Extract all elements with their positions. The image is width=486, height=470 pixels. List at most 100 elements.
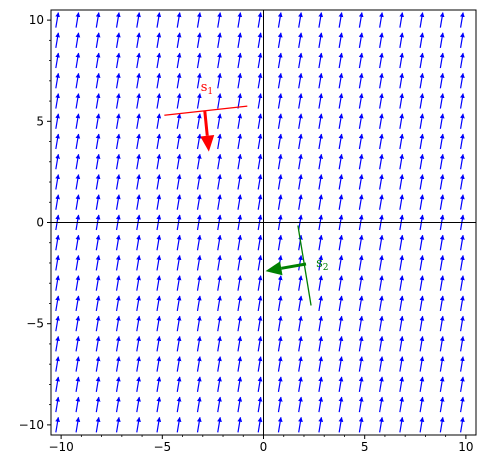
field-arrow [299, 336, 302, 351]
field-arrow [278, 94, 281, 109]
field-arrow [238, 357, 240, 372]
field-arrow [238, 53, 240, 68]
field-arrow [299, 316, 302, 331]
x-tick-label: 0 [260, 440, 268, 454]
field-arrow [56, 235, 59, 250]
field-arrow [76, 94, 79, 109]
field-arrow [380, 134, 383, 149]
field-arrow [440, 195, 442, 210]
field-arrow [177, 33, 180, 48]
field-arrow [177, 94, 180, 109]
annotated-vectors: s1 s2 [164, 80, 328, 306]
field-arrow [76, 296, 79, 311]
field-arrow [96, 53, 99, 68]
field-arrow [440, 336, 442, 351]
field-arrow [238, 336, 240, 351]
field-arrow [137, 235, 139, 250]
field-arrow [218, 235, 220, 250]
field-arrow [380, 94, 383, 109]
field-arrow [380, 316, 383, 331]
field-arrow [461, 357, 463, 372]
field-arrow [238, 296, 240, 311]
field-arrow [359, 336, 361, 351]
field-arrow [278, 357, 281, 372]
field-arrow [218, 94, 220, 109]
field-arrow [137, 134, 139, 149]
field-arrow [420, 336, 422, 351]
field-arrow [238, 13, 240, 28]
field-arrow [440, 94, 442, 109]
field-arrow [278, 13, 281, 28]
field-arrow [420, 13, 422, 28]
field-arrow [218, 114, 220, 129]
field-arrow [177, 336, 180, 351]
field-arrow [420, 114, 422, 129]
vector-2-arrow-shaft [281, 264, 306, 268]
field-arrow [420, 255, 422, 270]
vector-1-arrow-head [200, 135, 214, 152]
field-arrow [238, 195, 240, 210]
field-arrow [319, 154, 321, 169]
field-arrow [177, 316, 180, 331]
field-arrow [218, 73, 220, 88]
field-arrow [96, 33, 99, 48]
field-arrow [117, 357, 119, 372]
field-arrow [56, 296, 59, 311]
field-arrow [278, 175, 281, 190]
field-arrow [278, 73, 281, 88]
field-arrow [96, 235, 99, 250]
field-arrow [117, 336, 119, 351]
field-arrow [339, 53, 341, 68]
field-arrow [339, 397, 341, 412]
field-arrow [319, 377, 321, 392]
field-arrow [157, 33, 160, 48]
field-arrow [96, 73, 99, 88]
field-arrow [359, 276, 361, 291]
field-arrow [359, 94, 361, 109]
field-arrow [117, 316, 119, 331]
field-arrow [339, 357, 341, 372]
field-arrow [177, 13, 180, 28]
field-arrow [157, 296, 160, 311]
field-arrow [137, 13, 139, 28]
field-arrow [440, 316, 442, 331]
field-arrow [157, 377, 160, 392]
field-arrow [157, 357, 160, 372]
field-arrow [177, 195, 180, 210]
field-arrow [359, 154, 361, 169]
field-arrow [258, 417, 261, 432]
field-arrow [319, 397, 321, 412]
field-arrow [319, 13, 321, 28]
field-arrow [137, 53, 139, 68]
field-arrow [157, 175, 160, 190]
field-arrow [238, 134, 240, 149]
field-arrow [137, 255, 139, 270]
field-arrow [96, 276, 99, 291]
y-tick-label: 5 [36, 114, 44, 128]
field-arrow [400, 255, 403, 270]
field-arrow [420, 134, 422, 149]
field-arrow [400, 33, 403, 48]
axes [51, 10, 476, 435]
field-arrow [400, 154, 403, 169]
field-arrow [117, 73, 119, 88]
field-arrow [359, 357, 361, 372]
field-arrow [420, 397, 422, 412]
field-arrow [96, 154, 99, 169]
field-arrow [299, 114, 302, 129]
field-arrow [96, 134, 99, 149]
field-arrow [278, 316, 281, 331]
field-arrow [380, 397, 383, 412]
field-arrow [319, 276, 321, 291]
field-arrow [117, 53, 119, 68]
field-arrow [96, 255, 99, 270]
field-arrow [319, 195, 321, 210]
field-arrow [319, 134, 321, 149]
field-arrow [238, 316, 240, 331]
field-arrow [319, 33, 321, 48]
field-arrow [339, 94, 341, 109]
field-arrow [157, 134, 160, 149]
field-arrow [218, 296, 220, 311]
field-arrow [319, 316, 321, 331]
field-arrow [339, 134, 341, 149]
